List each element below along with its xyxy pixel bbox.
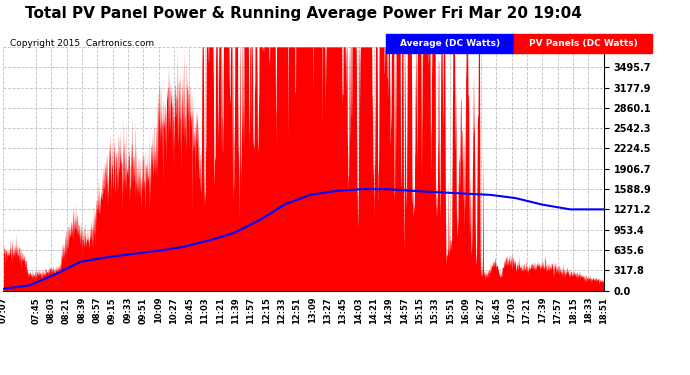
Text: Average (DC Watts): Average (DC Watts) [400,39,500,48]
Text: Total PV Panel Power & Running Average Power Fri Mar 20 19:04: Total PV Panel Power & Running Average P… [25,6,582,21]
Text: PV Panels (DC Watts): PV Panels (DC Watts) [529,39,638,48]
Text: Copyright 2015  Cartronics.com: Copyright 2015 Cartronics.com [10,39,155,48]
